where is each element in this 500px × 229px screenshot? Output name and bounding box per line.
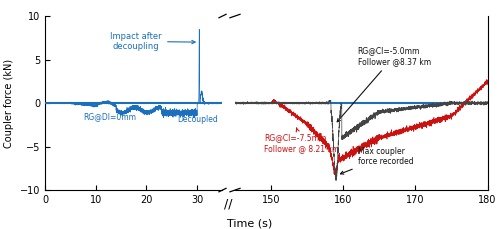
Text: RG@CI=-5.0mm
Follower @8.37 km: RG@CI=-5.0mm Follower @8.37 km <box>337 46 431 122</box>
Text: Decoupled: Decoupled <box>177 115 218 124</box>
Text: Time (s): Time (s) <box>228 219 272 229</box>
Text: Impact after
decoupling: Impact after decoupling <box>110 32 195 51</box>
Text: Max coupler
force recorded: Max coupler force recorded <box>340 147 413 174</box>
Text: //: // <box>224 197 233 210</box>
Text: RG@DI=0mm: RG@DI=0mm <box>83 113 136 122</box>
Text: RG@CI=-7.5mm
Follower @ 8.21 km: RG@CI=-7.5mm Follower @ 8.21 km <box>264 128 339 153</box>
Y-axis label: Coupler force (kN): Coupler force (kN) <box>4 58 14 148</box>
